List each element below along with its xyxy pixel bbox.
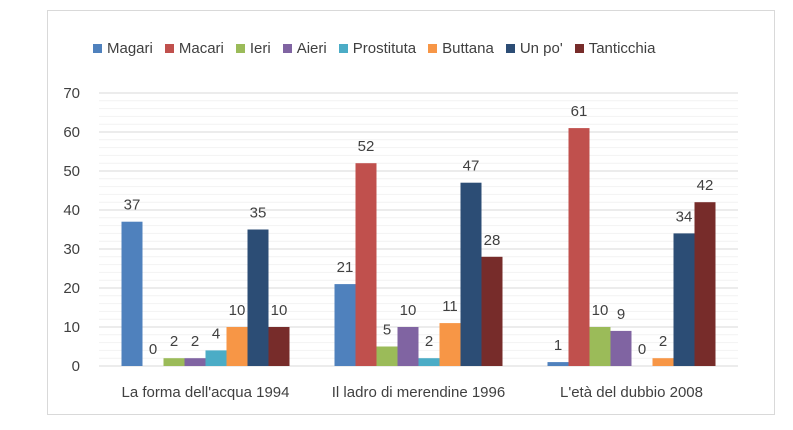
category-label: L'età del dubbio 2008 xyxy=(560,384,703,401)
data-label: 4 xyxy=(212,325,220,342)
data-label: 5 xyxy=(383,322,391,339)
legend-item: Magari xyxy=(93,40,153,57)
legend-swatch xyxy=(235,44,245,53)
legend-item: Tanticchia xyxy=(574,40,656,57)
data-label: 10 xyxy=(271,302,288,319)
data-label: 42 xyxy=(697,177,714,194)
category-label: Il ladro di merendine 1996 xyxy=(332,384,505,401)
y-tick-label: 20 xyxy=(63,280,80,297)
legend-swatch xyxy=(505,44,515,53)
bar-magari xyxy=(334,284,356,366)
category-label: La forma dell'acqua 1994 xyxy=(122,384,290,401)
bar-macari xyxy=(568,128,590,366)
y-tick-label: 10 xyxy=(63,319,80,336)
bar-buttana xyxy=(652,358,674,366)
legend-swatch xyxy=(93,44,102,53)
legend-item: Aieri xyxy=(282,40,327,57)
y-tick-label: 30 xyxy=(63,241,80,258)
legend: Magari Macari Ieri Aieri Prostituta Buttana Un… xyxy=(93,40,733,57)
bar-ieri xyxy=(376,346,398,366)
bar-tanticchia xyxy=(694,202,716,366)
data-label: 35 xyxy=(250,205,267,222)
legend-label: Tanticchia xyxy=(588,40,656,57)
y-tick-label: 50 xyxy=(63,163,80,180)
data-label: 9 xyxy=(617,306,625,323)
bar-prostituta xyxy=(418,358,440,366)
legend-swatch xyxy=(164,44,174,53)
legend-label: Magari xyxy=(107,40,153,57)
bar-macari xyxy=(355,163,377,366)
data-label: 10 xyxy=(229,302,246,319)
data-label: 2 xyxy=(170,333,178,350)
bar-ieri xyxy=(163,358,185,366)
bar-prostituta xyxy=(205,350,227,366)
bar-aieri xyxy=(184,358,206,366)
y-tick-label: 70 xyxy=(63,85,80,102)
bar-unpo xyxy=(673,233,695,366)
legend-label: Ieri xyxy=(249,40,271,57)
data-label: 0 xyxy=(149,341,157,358)
legend-item: Macari xyxy=(164,40,224,57)
legend-swatch xyxy=(338,44,348,53)
bar-buttana xyxy=(439,323,461,366)
legend-label: Buttana xyxy=(442,40,494,57)
bar-aieri xyxy=(397,327,419,366)
legend-swatch xyxy=(428,44,438,53)
data-label: 11 xyxy=(442,298,458,315)
bar-magari xyxy=(547,362,569,366)
y-tick-label: 0 xyxy=(72,358,80,375)
bar-ieri xyxy=(589,327,611,366)
legend-label: Macari xyxy=(178,40,224,57)
data-label: 2 xyxy=(191,333,199,350)
y-tick-label: 40 xyxy=(63,202,80,219)
legend-item: Un po' xyxy=(505,40,563,57)
data-label: 61 xyxy=(571,103,588,120)
data-label: 47 xyxy=(463,158,480,175)
data-label: 37 xyxy=(124,197,141,214)
legend-item: Buttana xyxy=(428,40,494,57)
bar-unpo xyxy=(247,229,269,366)
bar-tanticchia xyxy=(481,256,503,366)
legend-item: Prostituta xyxy=(338,40,417,57)
legend-label: Prostituta xyxy=(352,40,417,57)
data-label: 21 xyxy=(337,259,354,276)
legend-swatch xyxy=(282,44,292,53)
data-label: 52 xyxy=(358,138,375,155)
data-label: 10 xyxy=(592,302,609,319)
legend-label: Aieri xyxy=(296,40,327,57)
bar-aieri xyxy=(610,330,632,366)
bar-unpo xyxy=(460,182,482,366)
bar-magari xyxy=(121,221,143,366)
y-tick-label: 60 xyxy=(63,124,80,141)
data-label: 10 xyxy=(400,302,417,319)
data-label: 28 xyxy=(484,232,501,249)
data-label: 0 xyxy=(638,341,646,358)
data-label: 1 xyxy=(554,337,562,354)
bar-buttana xyxy=(226,327,248,366)
legend-swatch xyxy=(574,44,584,53)
data-label: 2 xyxy=(425,333,433,350)
legend-item: Ieri xyxy=(235,40,271,57)
data-label: 2 xyxy=(659,333,667,350)
data-label: 34 xyxy=(676,208,693,225)
legend-label: Un po' xyxy=(519,40,563,57)
bar-tanticchia xyxy=(268,327,290,366)
